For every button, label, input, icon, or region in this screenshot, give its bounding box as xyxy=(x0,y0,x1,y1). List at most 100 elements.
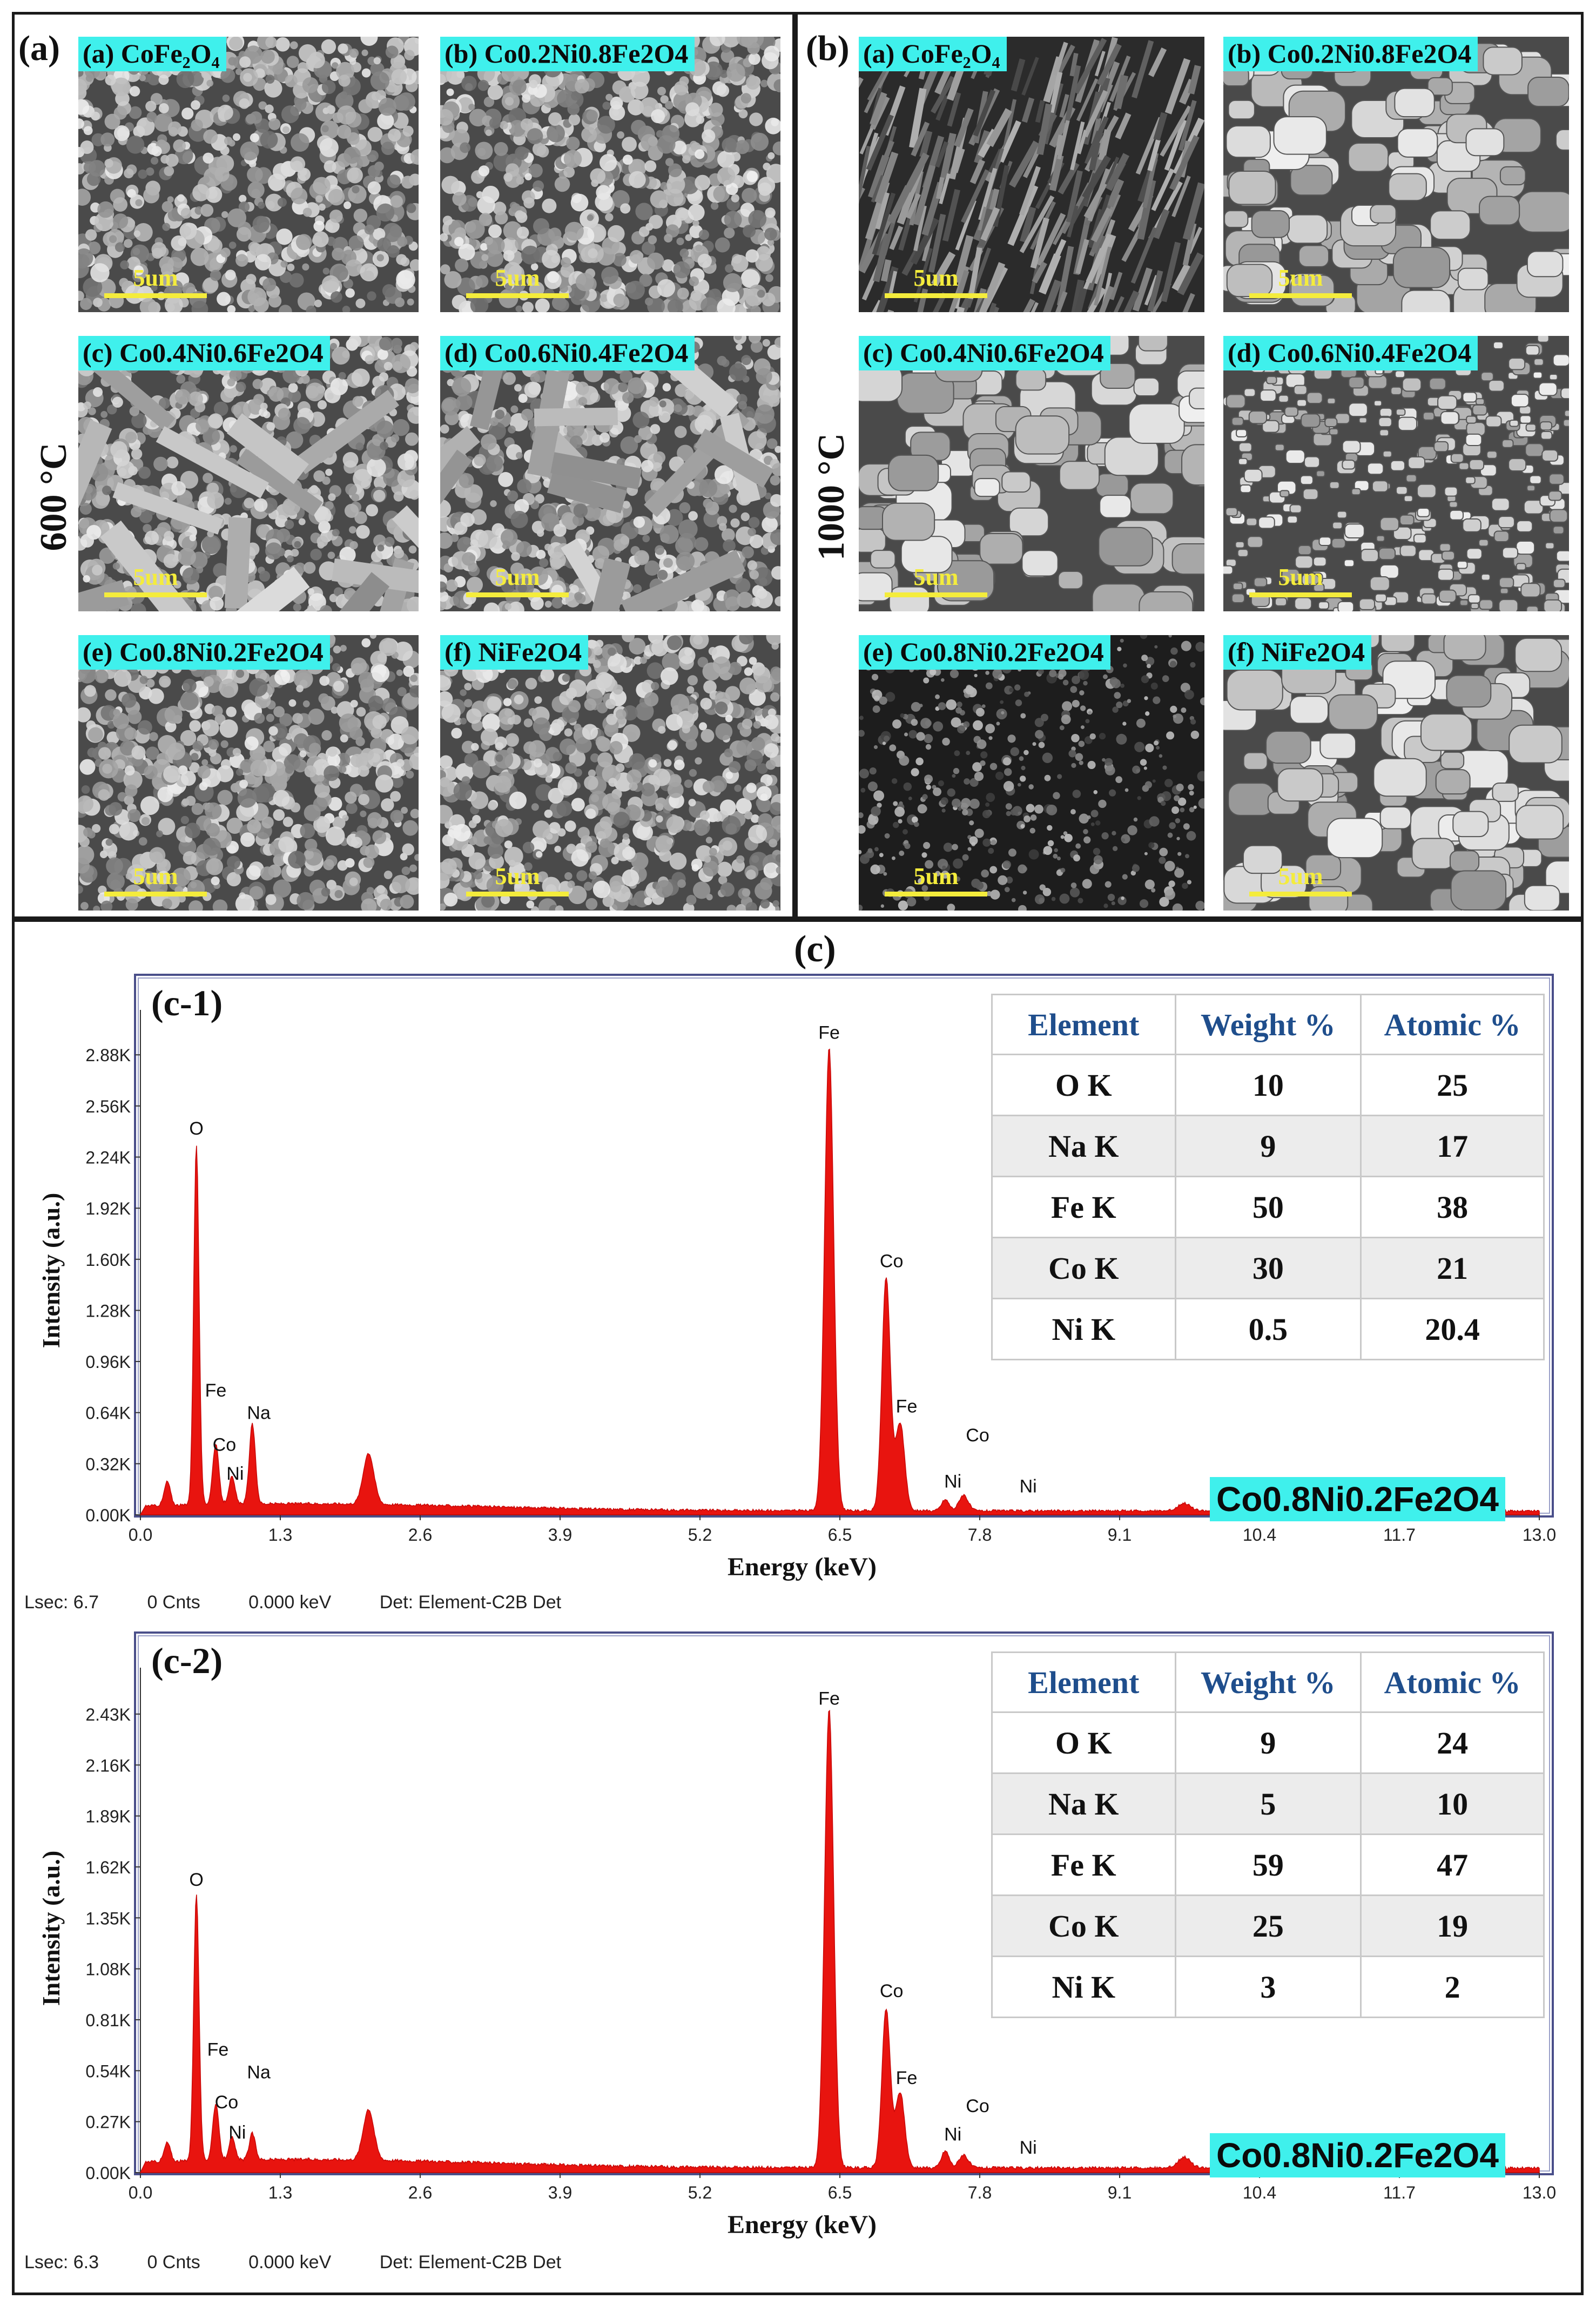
cell: 20.4 xyxy=(1360,1298,1545,1360)
footer-cnts: 0 Cnts xyxy=(147,2252,200,2273)
cell: Ni K xyxy=(991,1298,1176,1360)
scale-bar: 5um xyxy=(104,565,207,597)
scale-bar-label: 5um xyxy=(1278,863,1323,889)
scale-bar: 5um xyxy=(104,865,207,896)
x-axis-title: Energy (keV) xyxy=(728,1553,877,1581)
footer-kev: 0.000 keV xyxy=(248,2252,332,2273)
scale-bar-label: 5um xyxy=(495,564,540,590)
peak-label: Ni xyxy=(944,2125,961,2145)
x-tick-label: 11.7 xyxy=(1383,2183,1416,2202)
y-tick-label: 1.08K xyxy=(85,1960,131,1979)
scale-bar-line xyxy=(466,293,569,298)
col-atomic: Atomic % xyxy=(1360,1651,1545,1713)
scale-bar: 5um xyxy=(885,266,987,298)
peak-label: Ni xyxy=(1020,2138,1037,2158)
cell: 5 xyxy=(1174,1772,1362,1835)
x-tick-label: 3.9 xyxy=(548,2183,572,2202)
sem-b1: (a) CoFe₂O₄ 5um xyxy=(859,37,1204,312)
panel-c-frame xyxy=(12,919,1584,2295)
scale-bar-line xyxy=(1249,592,1352,597)
eds-spectrum-c1: (c-1) 0.00K 0.32K 0.64K 0.96K 1.28K 1.60K 1.92K… xyxy=(37,974,1556,1581)
x-tick-label: 3.9 xyxy=(548,1525,572,1545)
y-tick-label: 0.00K xyxy=(85,1506,131,1525)
y-tick-label: 0.81K xyxy=(85,2011,131,2030)
col-weight: Weight % xyxy=(1174,1651,1362,1713)
col-element: Element xyxy=(991,1651,1176,1713)
peak-label: Na xyxy=(247,1403,271,1424)
table-row: O K 10 25 xyxy=(991,1054,1545,1116)
scale-bar-line xyxy=(885,592,987,597)
x-tick-label: 2.6 xyxy=(408,1525,432,1545)
cell: 2 xyxy=(1360,1956,1545,2018)
scale-bar: 5um xyxy=(885,865,987,896)
peak-label: Na xyxy=(247,2062,271,2082)
cell: 38 xyxy=(1360,1176,1545,1238)
scale-bar-label: 5um xyxy=(133,863,178,889)
cell: 21 xyxy=(1360,1237,1545,1299)
y-tick-label: 0.54K xyxy=(85,2061,131,2081)
x-tick-label: 7.8 xyxy=(968,1525,992,1545)
sem-b6: (f) NiFe2O4 5um xyxy=(1223,635,1569,911)
cell: 24 xyxy=(1360,1711,1545,1774)
peak-label: Co xyxy=(966,2096,989,2116)
sem-a2: (b) Co0.2Ni0.8Fe2O4 5um xyxy=(440,37,780,312)
peak-label: O xyxy=(189,1118,203,1139)
micrograph-texture xyxy=(1223,37,1569,312)
peak-label: Ni xyxy=(1020,1476,1037,1497)
footer-cnts: 0 Cnts xyxy=(147,1592,200,1613)
cell: 59 xyxy=(1174,1833,1362,1896)
peak-label: Co xyxy=(215,2092,238,2113)
cell: 9 xyxy=(1174,1711,1362,1774)
cell: 50 xyxy=(1174,1176,1362,1238)
spectrum-id: (c-2) xyxy=(151,1640,223,1681)
scale-bar-line xyxy=(104,592,207,597)
table-row: O K 9 24 xyxy=(991,1711,1545,1774)
micrograph-label: (f) NiFe2O4 xyxy=(1223,635,1372,670)
y-tick-label: 0.00K xyxy=(85,2163,131,2183)
x-tick-label: 5.2 xyxy=(688,2183,712,2202)
cell: Na K xyxy=(991,1772,1176,1835)
y-tick-label: 1.28K xyxy=(85,1301,131,1320)
scale-bar-line xyxy=(1249,293,1352,298)
cell: 25 xyxy=(1174,1894,1362,1957)
x-axis-title: Energy (keV) xyxy=(728,2210,877,2239)
peak-label: Fe xyxy=(818,1688,840,1709)
cell: 17 xyxy=(1360,1115,1545,1177)
peak-label: O xyxy=(189,1870,203,1890)
panel-b-frame xyxy=(795,12,1584,919)
micrograph-texture xyxy=(440,635,780,911)
scale-bar-label: 5um xyxy=(1278,265,1323,291)
table-row: Fe K 59 47 xyxy=(991,1833,1545,1896)
plot-frame xyxy=(134,974,1554,1518)
footer-det: Det: Element-C2B Det xyxy=(379,2252,562,2273)
cell: 3 xyxy=(1174,1956,1362,2018)
x-tick-label: 13.0 xyxy=(1523,2183,1556,2202)
x-tick-label: 2.6 xyxy=(408,2183,432,2202)
table-row: Fe K 50 38 xyxy=(991,1176,1545,1238)
scale-bar: 5um xyxy=(885,565,987,597)
micrograph-label: (d) Co0.6Ni0.4Fe2O4 xyxy=(440,336,695,370)
y-tick-label: 2.88K xyxy=(85,1046,131,1065)
micrograph-label: (f) NiFe2O4 xyxy=(440,635,589,670)
plot-frame xyxy=(134,1631,1554,2175)
y-tick-label: 2.56K xyxy=(85,1097,131,1116)
scale-bar: 5um xyxy=(104,266,207,298)
sem-b3: (c) Co0.4Ni0.6Fe2O4 5um xyxy=(859,336,1204,611)
y-tick-label: 0.32K xyxy=(85,1454,131,1474)
table-row: Na K 9 17 xyxy=(991,1115,1545,1177)
cell: 10 xyxy=(1174,1054,1362,1116)
peak-label: Co xyxy=(880,1251,903,1272)
micrograph-label: (b) Co0.2Ni0.8Fe2O4 xyxy=(440,37,695,71)
x-tick-label: 5.2 xyxy=(688,1525,712,1545)
composition-table-c2: Element Weight % Atomic % O K 9 24 Na K 5 10… xyxy=(991,1651,1545,2018)
footer-lsec: Lsec: 6.3 xyxy=(24,2252,99,2273)
x-tick-label: 6.5 xyxy=(828,1525,852,1545)
cell: O K xyxy=(991,1711,1176,1774)
table-row: Na K 5 10 xyxy=(991,1772,1545,1835)
scale-bar: 5um xyxy=(1249,565,1352,597)
scale-bar: 5um xyxy=(466,865,569,896)
sem-a3: (c) Co0.4Ni0.6Fe2O4 5um xyxy=(78,336,419,611)
panel-a-letter: (a) xyxy=(18,29,60,68)
cell: Fe K xyxy=(991,1176,1176,1238)
